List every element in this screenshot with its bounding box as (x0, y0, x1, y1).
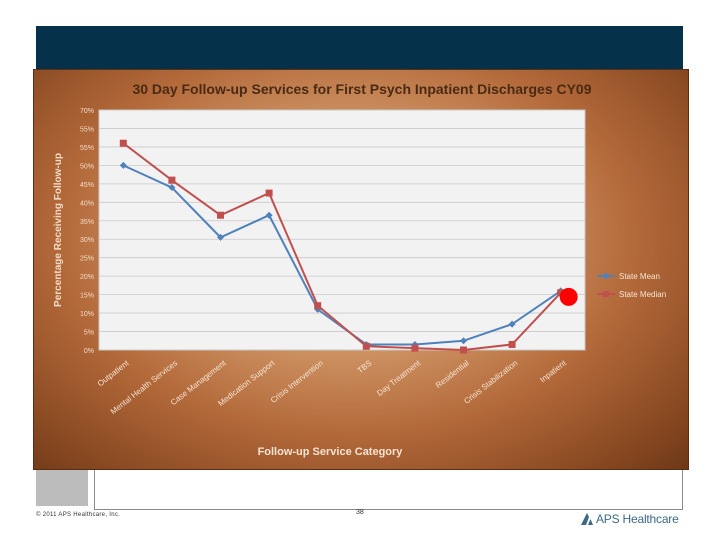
frame-bottom-line (94, 509, 683, 510)
y-tick-label: 70% (80, 108, 94, 115)
y-tick-label: 35% (80, 219, 94, 226)
data-point (314, 302, 322, 310)
data-point (460, 337, 467, 345)
page-number: 38 (356, 509, 364, 516)
y-tick-label: 30% (80, 237, 94, 244)
y-tick-label: 40% (80, 200, 94, 207)
y-tick-label: 25% (80, 256, 94, 263)
y-tick-label: 50% (80, 163, 94, 170)
data-point (168, 184, 176, 192)
data-point (168, 176, 176, 184)
data-point (119, 139, 127, 147)
aps-logo-icon (580, 512, 594, 526)
legend-marker (602, 272, 610, 280)
aps-healthcare-logo: APS Healthcare (580, 511, 679, 527)
y-tick-label: 0% (84, 348, 94, 355)
chart-title: 30 Day Follow-up Services for First Psyc… (132, 81, 591, 97)
line-chart: 30 Day Follow-up Services for First Psyc… (53, 81, 666, 458)
plot-background (98, 109, 586, 351)
data-point (557, 289, 565, 297)
title-band (36, 26, 683, 70)
data-point (362, 342, 370, 350)
highlight-marker (559, 287, 578, 306)
legend-marker (603, 291, 609, 297)
x-tick-label: Inpatient (538, 358, 568, 384)
x-axis-title: Follow-up Service Category (258, 446, 404, 458)
data-point (265, 189, 273, 197)
y-tick-label: 10% (80, 311, 94, 318)
data-point (508, 340, 516, 348)
y-axis-title: Percentage Receiving Follow-up (53, 153, 64, 307)
data-point (217, 211, 224, 219)
y-tick-label: 55% (80, 145, 94, 152)
x-tick-label: Residential (434, 358, 471, 390)
data-point (411, 344, 419, 352)
y-tick-label: 15% (80, 293, 94, 300)
data-point (217, 233, 224, 241)
data-point (119, 161, 127, 169)
data-point (460, 346, 467, 354)
series-line-state-median (122, 142, 562, 352)
y-tick-label: 20% (80, 274, 94, 281)
x-tick-label: Crisis Intervention (269, 358, 325, 405)
y-tick-label: 45% (80, 182, 94, 189)
copyright-text: © 2011 APS Healthcare, Inc. (36, 512, 121, 518)
x-tick-label: Day Treatment (375, 358, 422, 398)
legend-label: State Mean (619, 272, 660, 281)
x-tick-label: TBS (356, 358, 374, 375)
y-tick-label: 55% (80, 126, 94, 133)
x-tick-label: Outpatient (96, 358, 131, 388)
data-point (265, 211, 273, 219)
logo-text: APS Healthcare (596, 512, 679, 526)
y-tick-label: 5% (84, 330, 94, 337)
frame-left-line (94, 468, 95, 510)
chart-panel: 30 Day Follow-up Services for First Psyc… (33, 69, 689, 470)
frame-right-line (682, 468, 683, 510)
x-tick-label: Crisis Stabilization (462, 358, 519, 405)
data-point (508, 320, 516, 328)
legend-label: State Median (619, 290, 666, 299)
